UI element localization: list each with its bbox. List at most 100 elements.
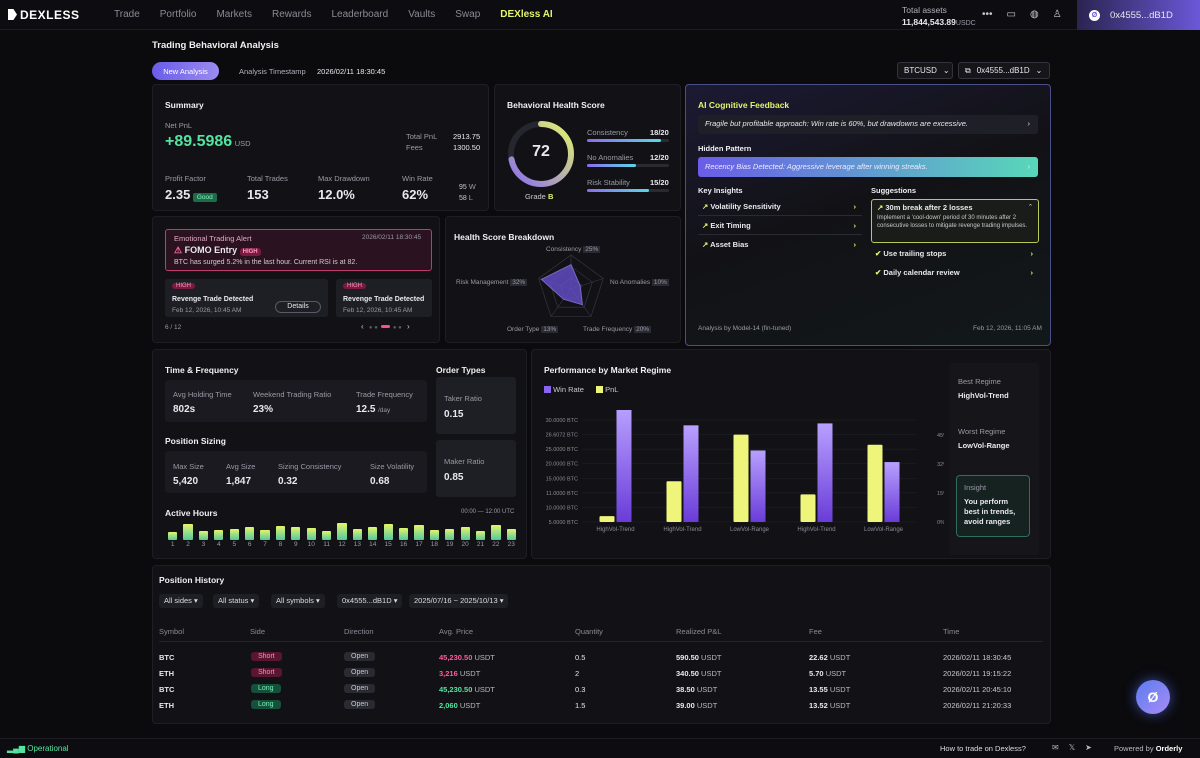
- filter-symbols[interactable]: All symbols ▾: [271, 594, 325, 608]
- y-tick-left: 5.0000 BTC: [549, 520, 578, 526]
- suggestion-break-detail: Implement a 'cool-down' period of 30 min…: [877, 215, 1028, 229]
- size-volatility-value: 0.68: [370, 476, 390, 487]
- hidden-pattern-text: Recency Bias Detected: Aggressive levera…: [705, 162, 928, 171]
- alert-card-1-title: Revenge Trade Detected: [172, 296, 254, 303]
- telegram-icon[interactable]: ➤: [1085, 743, 1092, 752]
- max-drawdown-value: 12.0%: [318, 187, 355, 202]
- hour-label: 18: [430, 541, 438, 548]
- filter-date-range[interactable]: 2025/07/16 ~ 2025/10/13 ▾: [409, 594, 509, 608]
- hour-bar: [491, 524, 501, 540]
- insight-asset-bias[interactable]: ↗ Asset Bias ›: [702, 240, 857, 249]
- nav-dexless-ai[interactable]: DEXless AI: [500, 9, 553, 20]
- suggestion-trailing-stops[interactable]: ✔ Use trailing stops ›: [875, 249, 1033, 258]
- profit-factor-badge: Good: [192, 193, 217, 202]
- hour-label: 13: [353, 541, 361, 548]
- filter-wallet[interactable]: 0x4555...dB1D ▾: [337, 594, 403, 608]
- table-row[interactable]: BTC Long Open 45,230.50 USDT 0.3 38.50 U…: [159, 684, 1012, 694]
- insight-volatility[interactable]: ↗ Volatility Sensitivity ›: [698, 199, 862, 216]
- symbol-select[interactable]: BTCUSD ⌄: [897, 62, 953, 79]
- chevron-right-icon: ›: [853, 240, 857, 249]
- mail-icon[interactable]: ✉: [1052, 743, 1059, 752]
- ai-summary[interactable]: Fragile but profitable approach: Win rat…: [698, 115, 1038, 134]
- bar-pnl: [599, 516, 615, 522]
- hour-label: 8: [278, 541, 283, 548]
- filter-sides[interactable]: All sides ▾: [159, 594, 203, 608]
- fomo-alert[interactable]: Emotional Trading Alert 2026/02/11 18:30…: [165, 229, 432, 271]
- nav-leaderboard[interactable]: Leaderboard: [331, 9, 389, 20]
- insight-exit-timing[interactable]: ↗ Exit Timing ›: [698, 218, 862, 235]
- hour-label: 5: [232, 541, 237, 548]
- alert-card-2[interactable]: HIGH Revenge Trade Detected Feb 12, 2026…: [336, 279, 432, 317]
- bar-winrate: [750, 450, 766, 522]
- new-analysis-button[interactable]: New Analysis: [152, 62, 219, 80]
- details-button[interactable]: Details: [275, 301, 321, 313]
- hour-bar: [183, 523, 193, 540]
- wallet-button[interactable]: Ø 0x4555...dB1D: [1077, 0, 1200, 30]
- timestamp-value: 2026/02/11 18:30:45: [317, 67, 386, 76]
- alert-card-1[interactable]: HIGH Revenge Trade Detected Feb 12, 2026…: [165, 279, 328, 317]
- device-icon[interactable]: ▭: [1006, 9, 1016, 20]
- hidden-pattern[interactable]: Recency Bias Detected: Aggressive levera…: [698, 157, 1038, 177]
- nav-swap[interactable]: Swap: [455, 9, 481, 20]
- active-hours-title: Active Hours: [165, 508, 218, 518]
- legend-winrate-swatch: [544, 386, 551, 393]
- y-tick-left: 10.0000 BTC: [546, 505, 578, 511]
- health-score-title: Behavioral Health Score: [507, 100, 605, 110]
- metric-risk-bar: [587, 189, 669, 192]
- table-row[interactable]: ETH Short Open 3,216 USDT 2 340.50 USDT …: [159, 668, 1012, 678]
- alert-card-2-level: HIGH: [343, 283, 366, 289]
- dexless-logo[interactable]: DEXLESS: [8, 8, 80, 22]
- taker-ratio-label: Taker Ratio: [444, 394, 482, 403]
- nav-markets[interactable]: Markets: [216, 9, 253, 20]
- bar-pnl: [733, 434, 749, 522]
- losses-letter: L: [468, 193, 473, 202]
- ai-assistant-button[interactable]: Ø: [1136, 680, 1170, 714]
- x-icon[interactable]: 𝕏: [1068, 743, 1076, 752]
- page-title: Trading Behavioral Analysis: [152, 40, 279, 51]
- chevron-right-icon[interactable]: ›: [406, 322, 410, 331]
- hour-label: 19: [446, 541, 454, 548]
- help-link[interactable]: How to trade on Dexless?: [940, 744, 1026, 753]
- chevron-left-icon[interactable]: ‹: [361, 322, 364, 331]
- x-tick-label: LowVol-Range: [730, 527, 770, 533]
- nav-portfolio[interactable]: Portfolio: [159, 9, 197, 20]
- performance-title: Performance by Market Regime: [544, 365, 672, 375]
- globe-icon[interactable]: ◍: [1029, 9, 1039, 20]
- filter-status[interactable]: All status ▾: [213, 594, 260, 608]
- orderly-logo[interactable]: Orderly: [1155, 744, 1183, 753]
- trend-icon: ↗: [702, 202, 709, 211]
- y-tick-left: 30.0000 BTC: [546, 418, 578, 424]
- alert-card-2-time: Feb 12, 2026, 10:45 AM: [343, 307, 413, 314]
- maker-ratio-value: 0.85: [444, 472, 464, 483]
- suggestions-label: Suggestions: [871, 186, 917, 195]
- user-icon[interactable]: ♙: [1052, 9, 1062, 20]
- wins-letter: W: [468, 182, 476, 191]
- performance-chart: 30.0000 BTC 26.6072 BTC 25.0000 BTC 20.0000…: [546, 410, 944, 533]
- suggestion-break[interactable]: ↗ 30m break after 2 losses Implement a '…: [871, 199, 1039, 243]
- nav-trade[interactable]: Trade: [114, 9, 140, 20]
- size-volatility-label: Size Volatility: [370, 462, 415, 471]
- suggestion-calendar[interactable]: ✔ Daily calendar review ›: [875, 268, 1033, 277]
- trend-icon: ↗: [702, 221, 709, 230]
- assistant-icon: Ø: [1147, 689, 1159, 705]
- check-icon: ✔: [875, 268, 882, 277]
- net-pnl-value: +89.5986: [165, 133, 233, 150]
- hour-label: 16: [399, 541, 408, 548]
- alert-heading: FOMO Entry: [184, 245, 238, 255]
- table-row[interactable]: BTC Short Open 45,230.50 USDT 0.5 590.50…: [159, 652, 1012, 662]
- chevron-right-icon: ›: [853, 221, 857, 230]
- hour-label: 10: [307, 541, 315, 548]
- hour-bar: [475, 531, 486, 540]
- losses-count: 58: [459, 195, 467, 202]
- more-icon[interactable]: •••: [982, 9, 993, 20]
- fees-label: Fees: [406, 143, 423, 152]
- nav-vaults[interactable]: Vaults: [408, 9, 436, 20]
- table-row[interactable]: ETH Long Open 2,060 USDT 1.5 39.00 USDT …: [159, 700, 1012, 710]
- nav-rewards[interactable]: Rewards: [272, 9, 312, 20]
- time-freq-title: Time & Frequency: [165, 365, 239, 375]
- chart-legend: Win Rate PnL: [544, 385, 618, 394]
- alert-card-1-time: Feb 12, 2026, 10:45 AM: [172, 307, 242, 314]
- pager-controls: ‹ ● ● ● ● ›: [361, 322, 410, 331]
- wins-count: 95: [459, 184, 467, 191]
- wallet-select[interactable]: ⧉ 0x4555...dB1D ⌄: [958, 62, 1050, 79]
